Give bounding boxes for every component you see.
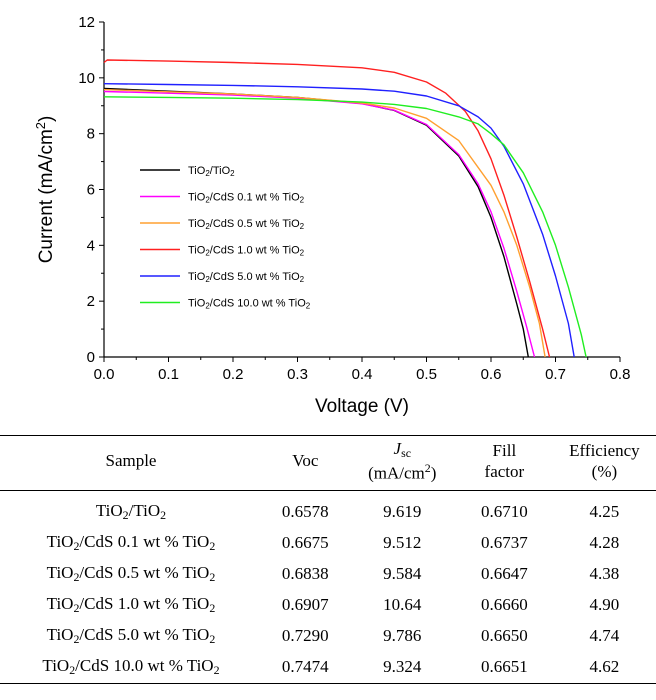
series-line-5: [103, 83, 575, 358]
cell-voc: 0.6675: [281, 533, 329, 553]
legend-label: TiO2/CdS 5.0 wt % TiO2: [188, 271, 305, 284]
cell-voc: 0.6838: [281, 564, 329, 584]
cell-jsc: 9.584: [383, 564, 422, 584]
cell-fill-factor: 0.6737: [480, 533, 528, 553]
performance-table: Sample Voc Jsc (mA/cm2) Fill factor Effi…: [0, 435, 656, 684]
cell-efficiency: 4.90: [589, 595, 620, 615]
cell-jsc: 10.64: [383, 595, 422, 615]
cell-sample: TiO2/CdS 10.0 wt % TiO2: [0, 651, 262, 684]
cell-sample: TiO2/CdS 5.0 wt % TiO2: [46, 625, 216, 647]
cell-sample: TiO2/CdS 0.5 wt % TiO2: [46, 563, 216, 585]
cell-fill-factor: 0.6647: [480, 564, 528, 584]
y-tick-label: 10: [78, 70, 95, 87]
table-row: TiO2/CdS 0.1 wt % TiO2 0.6675 9.512 0.6737 4…: [0, 528, 656, 559]
y-tick-label: 4: [87, 237, 95, 254]
table-row: TiO2/CdS 1.0 wt % TiO2 0.6907 10.64 0.6660 4…: [0, 590, 656, 621]
cell-jsc: 9.512: [383, 533, 422, 553]
x-tick-label: 0.7: [545, 366, 566, 383]
cell-efficiency: 4.62: [552, 651, 656, 684]
cell-jsc: 9.786: [383, 626, 422, 646]
y-tick-label: 8: [87, 126, 95, 143]
header-row: Sample Voc Jsc (mA/cm2) Fill factor Effi…: [0, 435, 656, 491]
table-row: TiO2/CdS 5.0 wt % TiO2 0.7290 9.786 0.6650 4…: [0, 621, 656, 652]
cell-efficiency: 4.25: [589, 502, 620, 522]
x-tick-label: 0.3: [287, 366, 308, 383]
header-efficiency: Efficiency (%): [552, 435, 656, 491]
table-body: TiO2/TiO2 0.6578 9.619 0.6710 4.25 TiO2/CdS 0…: [0, 490, 656, 684]
cell-fill-factor: 0.6710: [480, 502, 528, 522]
cell-sample: TiO2/CdS 1.0 wt % TiO2: [46, 594, 216, 616]
x-tick-label: 0.5: [416, 366, 437, 383]
cell-efficiency: 4.74: [589, 626, 620, 646]
cell-efficiency: 4.28: [589, 533, 620, 553]
x-tick-label: 0.6: [481, 366, 502, 383]
x-tick-label: 0.1: [158, 366, 179, 383]
cell-jsc: 9.619: [383, 502, 422, 522]
cell-efficiency: 4.38: [589, 564, 620, 584]
header-voc: Voc: [261, 435, 349, 491]
table-row: TiO2/CdS 10.0 wt % TiO2 0.7474 9.324 0.6651…: [0, 651, 656, 684]
cell-sample: TiO2/TiO2: [95, 501, 167, 523]
header-jsc: Jsc (mA/cm2): [348, 435, 456, 491]
legend-label: TiO2/CdS 10.0 wt % TiO2: [188, 298, 311, 311]
table-row: TiO2/TiO2 0.6578 9.619 0.6710 4.25: [0, 490, 656, 528]
cell-voc: 0.7474: [261, 651, 349, 684]
cell-fill-factor: 0.6650: [480, 626, 528, 646]
y-tick-label: 2: [87, 293, 95, 310]
series-line-3: [103, 88, 546, 358]
cell-voc: 0.6578: [281, 502, 329, 522]
y-tick-label: 6: [87, 182, 95, 199]
cell-fill-factor: 0.6660: [480, 595, 528, 615]
cell-voc: 0.6907: [281, 595, 329, 615]
jv-chart: 0.0 0.1 0.2 0.3 0.4 0.5 0.6 0.7 0.8 0 2 4 6 8 10 12 Volt…: [33, 14, 631, 417]
legend-label: TiO2/CdS 0.1 wt % TiO2: [188, 192, 305, 205]
cell-voc: 0.7290: [281, 626, 329, 646]
x-tick-label: 0.4: [352, 366, 373, 383]
legend-label: TiO2/TiO2: [188, 165, 235, 178]
table-header: Sample Voc Jsc (mA/cm2) Fill factor Effi…: [0, 435, 656, 491]
header-sample: Sample: [0, 435, 262, 491]
series-line-2: [103, 90, 536, 358]
cell-jsc: 9.324: [348, 651, 456, 684]
header-fill-factor: Fill factor: [455, 435, 553, 491]
cell-sample: TiO2/CdS 0.1 wt % TiO2: [46, 532, 216, 554]
table-row: TiO2/CdS 0.5 wt % TiO2 0.6838 9.584 0.6647 4…: [0, 559, 656, 590]
legend-label: TiO2/CdS 1.0 wt % TiO2: [188, 245, 305, 258]
x-tick-label: 0.2: [223, 366, 244, 383]
cell-fill-factor: 0.6651: [455, 651, 553, 684]
x-tick-label: 0.0: [94, 366, 115, 383]
legend-label: TiO2/CdS 0.5 wt % TiO2: [188, 218, 305, 231]
x-axis-label: Voltage (V): [315, 396, 409, 417]
x-tick-label: 0.8: [610, 366, 631, 383]
y-tick-label: 12: [78, 14, 95, 31]
series-line-4: [103, 59, 551, 358]
y-axis-label: Current (mA/cm2): [33, 116, 57, 264]
series-line-6: [103, 96, 587, 358]
y-tick-label: 0: [87, 349, 95, 366]
